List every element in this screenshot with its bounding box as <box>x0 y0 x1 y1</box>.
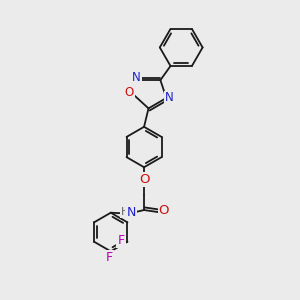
Text: O: O <box>124 85 134 98</box>
Text: O: O <box>159 204 169 218</box>
Text: O: O <box>139 172 149 186</box>
Text: N: N <box>126 206 136 219</box>
Text: H: H <box>121 207 129 217</box>
Text: F: F <box>106 251 113 264</box>
Text: F: F <box>117 234 124 247</box>
Text: N: N <box>165 92 174 104</box>
Text: N: N <box>132 71 141 84</box>
